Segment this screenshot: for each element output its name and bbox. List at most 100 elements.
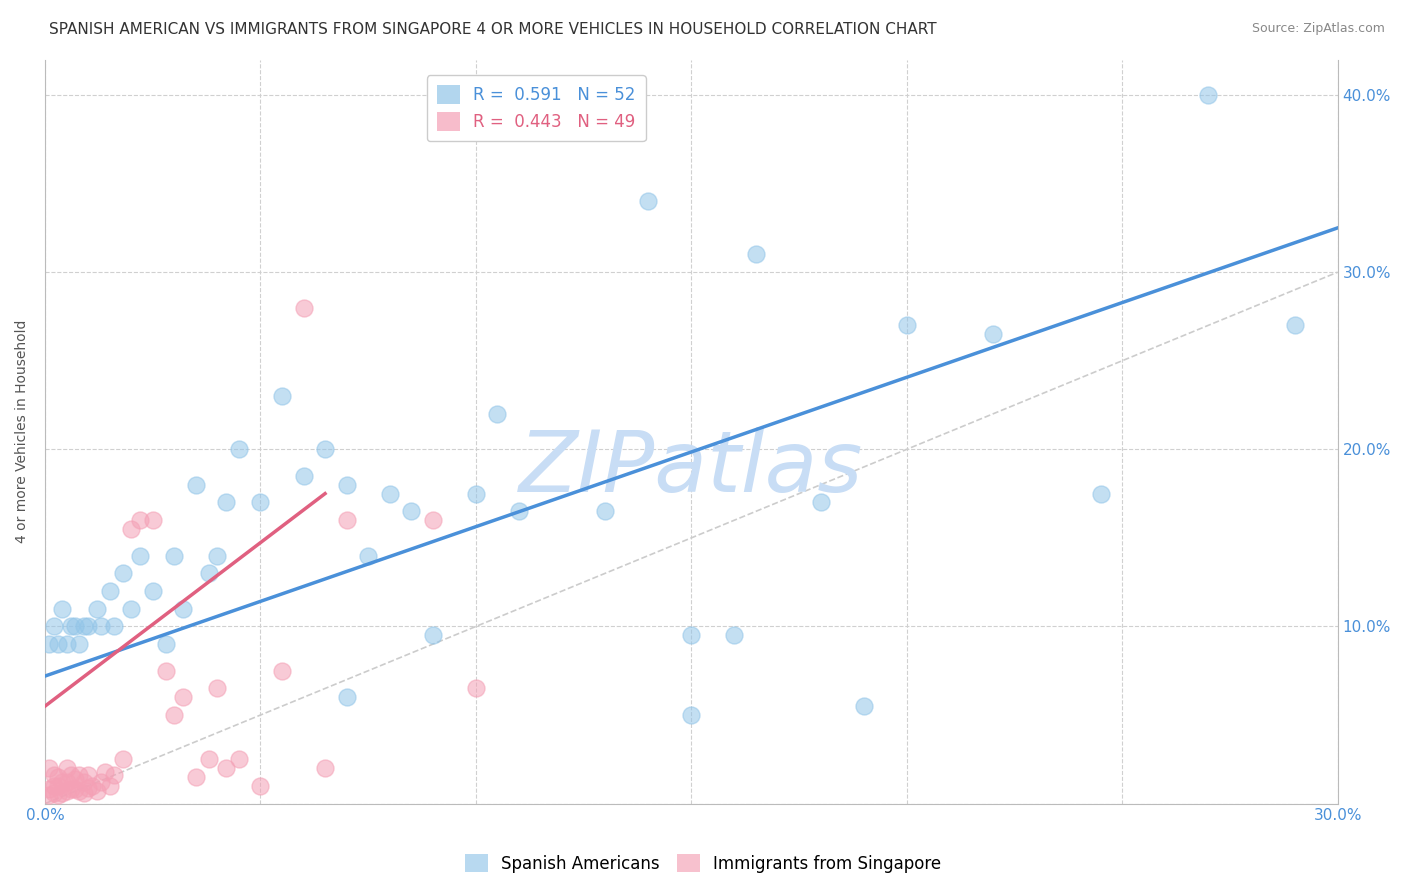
Point <box>197 566 219 581</box>
Point <box>852 699 875 714</box>
Point <box>810 495 832 509</box>
Point <box>215 495 238 509</box>
Point <box>681 708 703 723</box>
Point <box>73 619 96 633</box>
Point <box>271 664 294 678</box>
Point <box>69 637 91 651</box>
Point <box>73 786 96 800</box>
Text: ZIPatlas: ZIPatlas <box>519 427 863 510</box>
Point <box>249 495 271 509</box>
Point <box>59 619 82 633</box>
Point <box>336 690 359 705</box>
Point <box>42 786 65 800</box>
Point <box>77 780 100 795</box>
Point <box>46 779 69 793</box>
Point <box>42 779 65 793</box>
Point <box>228 752 250 766</box>
Point <box>86 784 108 798</box>
Point <box>46 637 69 651</box>
Point <box>120 601 142 615</box>
Point <box>51 786 73 800</box>
Point <box>94 764 117 779</box>
Point <box>103 619 125 633</box>
Point <box>128 513 150 527</box>
Point <box>508 504 530 518</box>
Point <box>184 477 207 491</box>
Point <box>69 768 91 782</box>
Point <box>59 768 82 782</box>
Point <box>38 761 60 775</box>
Point <box>55 761 77 775</box>
Point <box>593 504 616 518</box>
Point <box>292 469 315 483</box>
Point <box>228 442 250 457</box>
Point <box>723 628 745 642</box>
Point <box>51 601 73 615</box>
Point <box>38 637 60 651</box>
Point <box>215 761 238 775</box>
Point <box>681 628 703 642</box>
Point <box>128 549 150 563</box>
Point <box>111 566 134 581</box>
Point <box>77 619 100 633</box>
Point <box>271 389 294 403</box>
Point <box>399 504 422 518</box>
Point <box>422 628 444 642</box>
Legend: Spanish Americans, Immigrants from Singapore: Spanish Americans, Immigrants from Singa… <box>458 847 948 880</box>
Point <box>42 619 65 633</box>
Point <box>1284 318 1306 333</box>
Point <box>55 637 77 651</box>
Text: SPANISH AMERICAN VS IMMIGRANTS FROM SINGAPORE 4 OR MORE VEHICLES IN HOUSEHOLD CO: SPANISH AMERICAN VS IMMIGRANTS FROM SING… <box>49 22 936 37</box>
Point <box>77 768 100 782</box>
Point <box>142 584 165 599</box>
Point <box>464 681 486 696</box>
Point <box>82 779 104 793</box>
Point <box>314 442 336 457</box>
Point <box>90 619 112 633</box>
Point <box>314 761 336 775</box>
Point <box>172 601 194 615</box>
Point <box>98 584 121 599</box>
Point <box>38 782 60 797</box>
Point <box>63 782 86 797</box>
Point <box>120 522 142 536</box>
Point <box>46 788 69 802</box>
Point <box>63 772 86 786</box>
Point <box>464 486 486 500</box>
Point <box>207 681 229 696</box>
Point <box>896 318 918 333</box>
Point <box>55 784 77 798</box>
Point <box>111 752 134 766</box>
Point <box>357 549 380 563</box>
Point <box>98 779 121 793</box>
Point <box>69 784 91 798</box>
Point <box>86 601 108 615</box>
Point <box>292 301 315 315</box>
Point <box>172 690 194 705</box>
Point <box>336 513 359 527</box>
Point <box>197 752 219 766</box>
Legend: R =  0.591   N = 52, R =  0.443   N = 49: R = 0.591 N = 52, R = 0.443 N = 49 <box>426 75 645 141</box>
Point <box>46 770 69 784</box>
Point <box>73 775 96 789</box>
Point <box>51 775 73 789</box>
Point <box>155 637 177 651</box>
Point <box>184 770 207 784</box>
Point <box>155 664 177 678</box>
Point <box>1197 88 1219 103</box>
Point <box>90 775 112 789</box>
Point <box>38 788 60 802</box>
Point <box>378 486 401 500</box>
Point <box>422 513 444 527</box>
Point <box>63 619 86 633</box>
Point <box>142 513 165 527</box>
Point <box>55 775 77 789</box>
Point <box>981 327 1004 342</box>
Point <box>1090 486 1112 500</box>
Point <box>336 477 359 491</box>
Text: Source: ZipAtlas.com: Source: ZipAtlas.com <box>1251 22 1385 36</box>
Point <box>207 549 229 563</box>
Point <box>163 549 186 563</box>
Point <box>59 782 82 797</box>
Point <box>42 768 65 782</box>
